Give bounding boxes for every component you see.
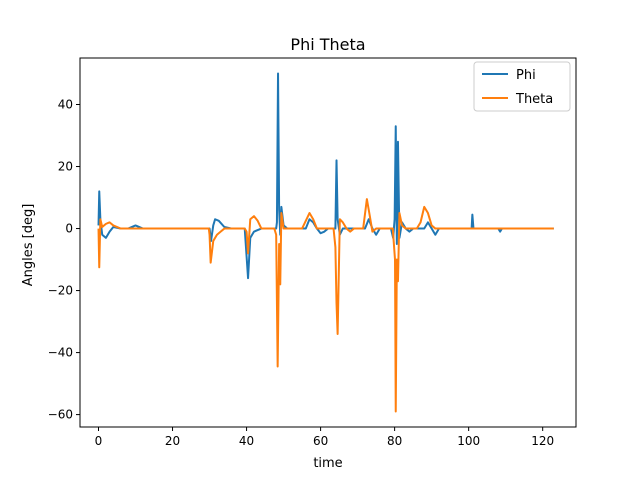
axes-frame [79,57,577,428]
plot-area: 0 20 40 60 80 100 120 −60 −40 −20 0 20 40 [48,57,577,448]
y-tick-label: 0 [65,222,73,236]
x-tick-label: 40 [239,434,254,448]
chart-title: Phi Theta [290,35,365,54]
y-tick-label: 40 [58,98,73,112]
x-tick-label: 120 [531,434,554,448]
y-tick-label: −20 [48,284,73,298]
legend: Phi Theta [473,61,571,112]
legend-label-phi: Phi [516,68,536,83]
x-tick-label: 60 [313,434,328,448]
y-tick-label: −40 [48,346,73,360]
legend-label-theta: Theta [515,92,553,107]
x-tick-label: 80 [387,434,402,448]
x-tick-label: 0 [95,434,103,448]
x-tick-label: 20 [165,434,180,448]
y-axis-label: Angles [deg] [21,204,36,287]
x-axis-label: time [313,456,342,471]
y-tick-label: −60 [48,408,73,422]
y-tick-label: 20 [58,160,73,174]
x-tick-label: 100 [457,434,480,448]
series-line-theta [97,198,554,413]
